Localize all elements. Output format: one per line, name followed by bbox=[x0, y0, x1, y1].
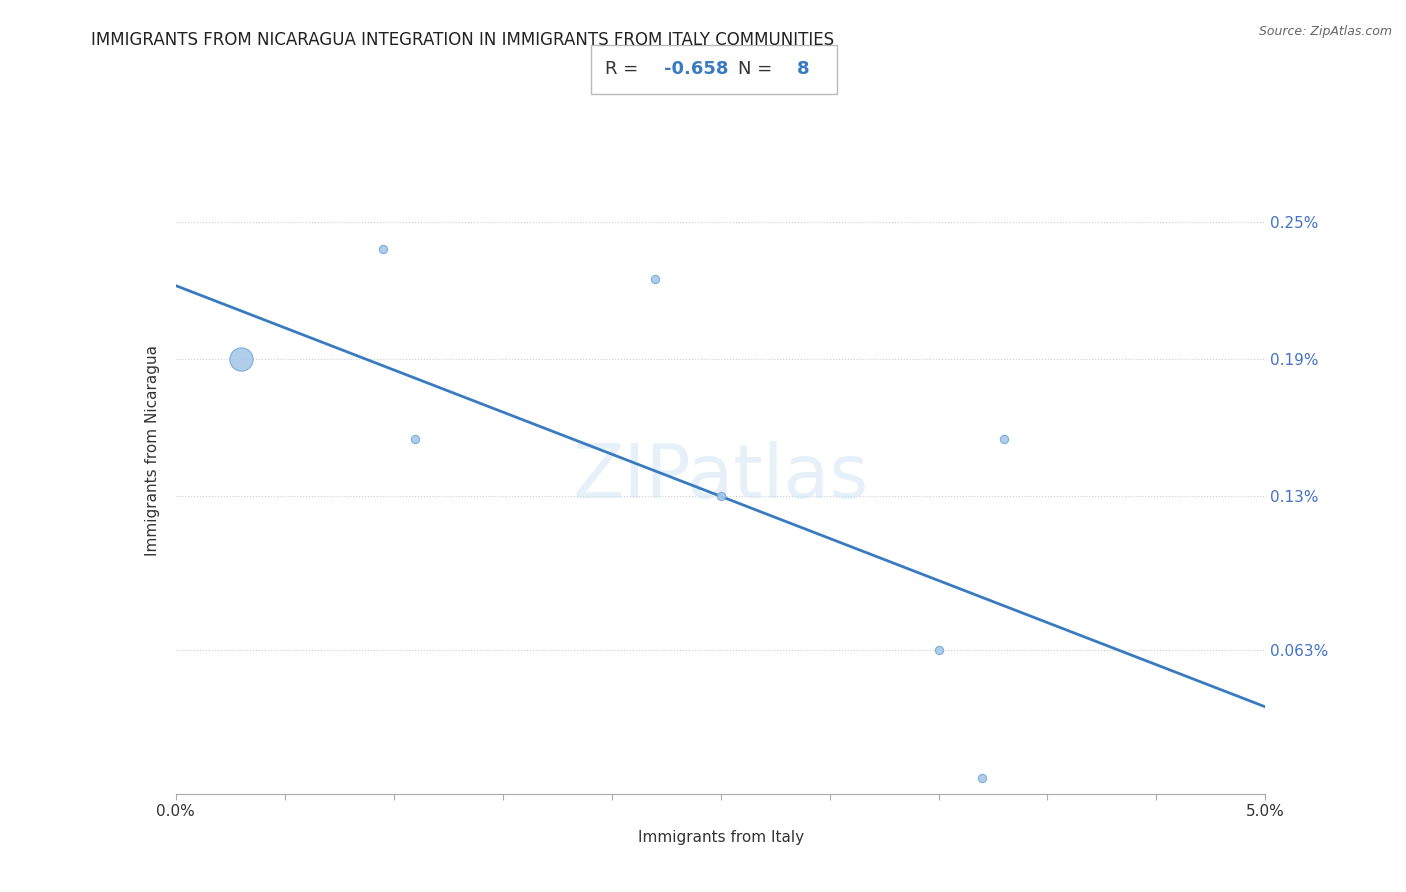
Text: Source: ZipAtlas.com: Source: ZipAtlas.com bbox=[1258, 25, 1392, 38]
FancyBboxPatch shape bbox=[591, 45, 837, 94]
Point bbox=[710, 489, 733, 503]
Point bbox=[928, 642, 950, 657]
Point bbox=[405, 432, 427, 446]
Text: R =: R = bbox=[606, 60, 644, 78]
Point bbox=[644, 271, 666, 285]
Text: N =: N = bbox=[738, 60, 778, 78]
Point bbox=[993, 432, 1015, 446]
Point bbox=[970, 771, 993, 785]
Y-axis label: Immigrants from Nicaragua: Immigrants from Nicaragua bbox=[145, 345, 160, 556]
Text: ZIPatlas: ZIPatlas bbox=[572, 442, 869, 515]
Point bbox=[371, 242, 394, 256]
Text: IMMIGRANTS FROM NICARAGUA INTEGRATION IN IMMIGRANTS FROM ITALY COMMUNITIES: IMMIGRANTS FROM NICARAGUA INTEGRATION IN… bbox=[91, 31, 835, 49]
X-axis label: Immigrants from Italy: Immigrants from Italy bbox=[637, 830, 804, 846]
Point bbox=[231, 351, 253, 366]
Text: 8: 8 bbox=[797, 60, 810, 78]
Text: -0.658: -0.658 bbox=[664, 60, 728, 78]
